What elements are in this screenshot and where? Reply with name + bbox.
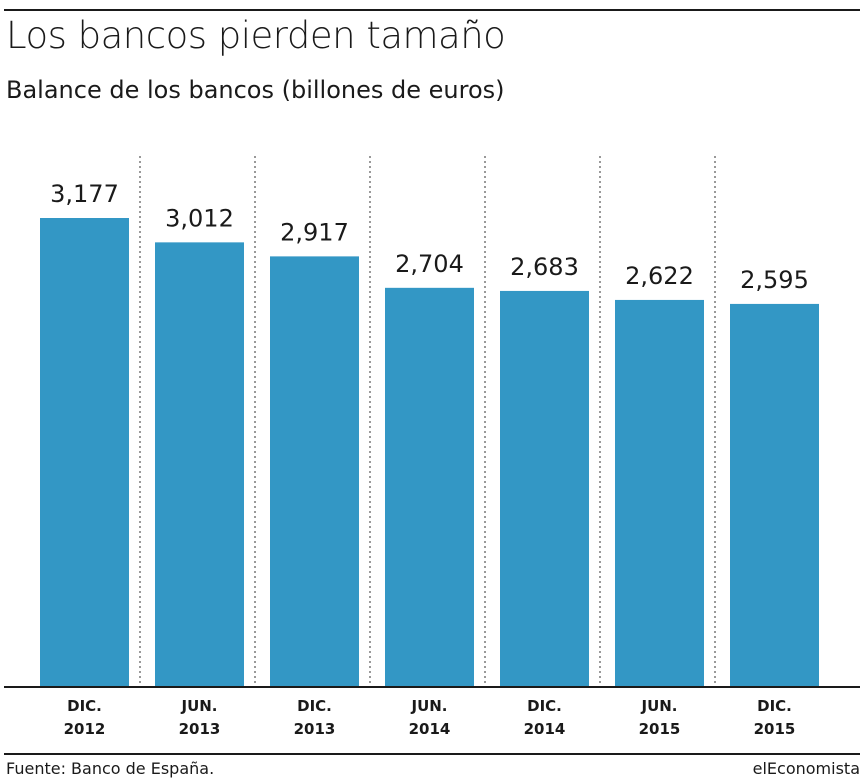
value-label-4: 2,683: [510, 253, 579, 281]
category-label-3-0: JUN.: [410, 697, 447, 715]
category-label-6-0: DIC.: [757, 697, 792, 715]
value-label-3: 2,704: [395, 250, 464, 278]
bottom-rule: [4, 753, 860, 755]
bar-1: [155, 242, 244, 687]
bar-6: [730, 303, 819, 687]
bar-5: [615, 299, 704, 687]
chart-title: Los bancos pierden tamaño: [6, 14, 506, 57]
value-label-5: 2,622: [625, 262, 694, 290]
value-label-2: 2,917: [280, 218, 349, 246]
value-label-1: 3,012: [165, 204, 234, 232]
category-label-3-1: 2014: [409, 720, 451, 738]
value-label-6: 2,595: [740, 266, 809, 294]
category-label-2-1: 2013: [294, 720, 336, 738]
bar-3: [385, 287, 474, 687]
category-label-6-1: 2015: [754, 720, 796, 738]
category-label-1-1: 2013: [179, 720, 221, 738]
category-label-5-0: JUN.: [640, 697, 677, 715]
category-label-4-0: DIC.: [527, 697, 562, 715]
brand-name: elEconomista: [752, 759, 860, 778]
category-label-1-0: JUN.: [180, 697, 217, 715]
value-label-0: 3,177: [50, 180, 119, 208]
category-label-5-1: 2015: [639, 720, 681, 738]
bar-chart: 3,177 DIC. 2012 3,012 JUN. 2013 2,917 DIC. 2013 2…: [4, 156, 860, 738]
category-label-0-0: DIC.: [67, 697, 102, 715]
source-note: Fuente: Banco de España.: [6, 759, 215, 778]
top-rule: [4, 9, 860, 11]
category-label-2-0: DIC.: [297, 697, 332, 715]
bar-0: [40, 218, 129, 687]
bar-4: [500, 290, 589, 687]
category-label-0-1: 2012: [64, 720, 106, 738]
bar-2: [270, 256, 359, 687]
category-label-4-1: 2014: [524, 720, 566, 738]
chart-subtitle: Balance de los bancos (billones de euros…: [6, 76, 505, 104]
